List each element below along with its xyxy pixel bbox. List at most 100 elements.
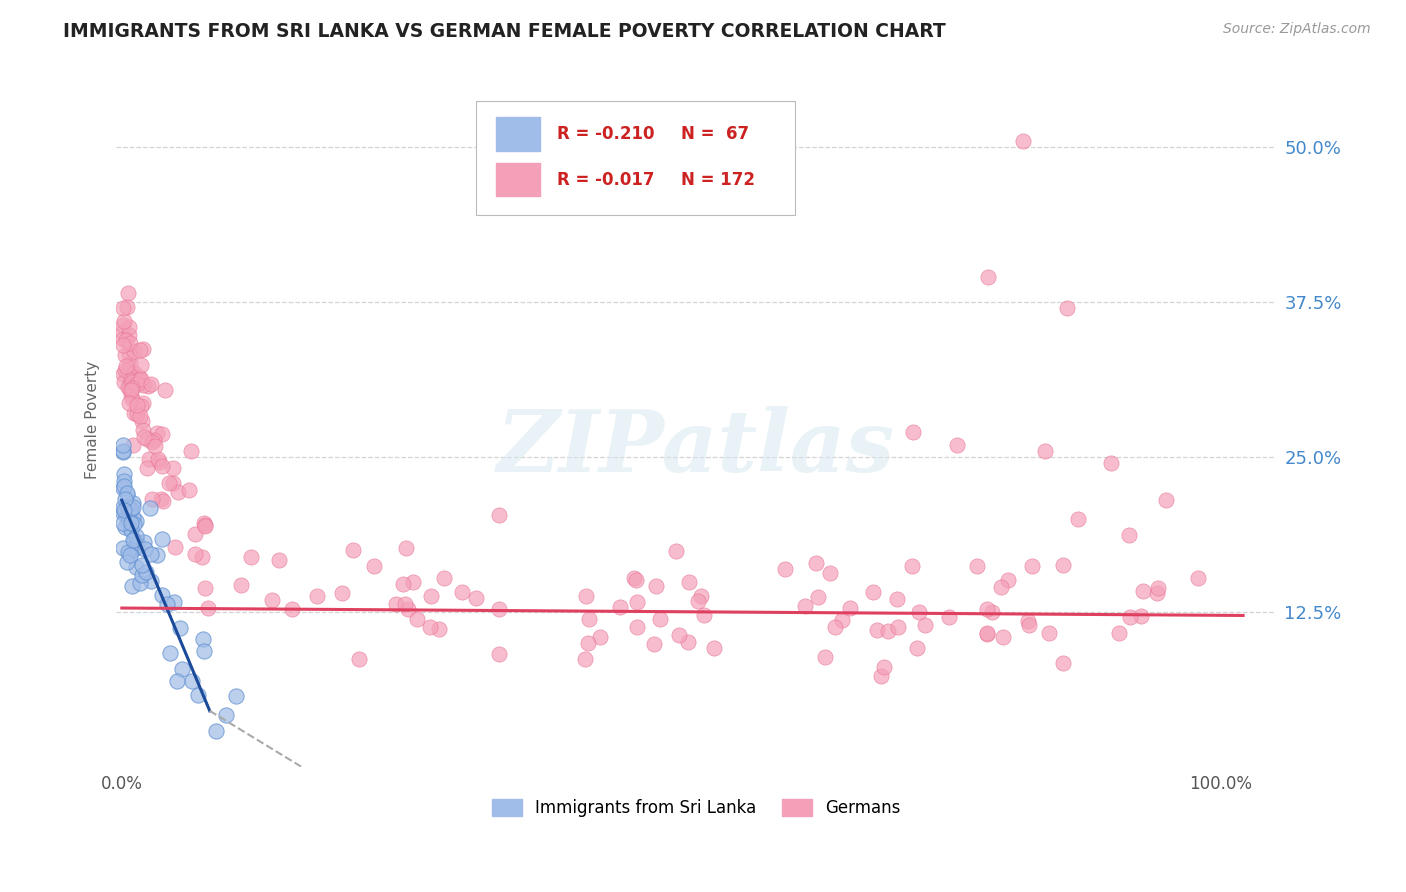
Point: [117, 545, 139, 559]
Point: [143, 433, 166, 447]
Point: [1118, 528, 1140, 542]
Text: N =  67: N = 67: [681, 125, 749, 143]
Point: [146, 425, 169, 440]
Point: [488, 647, 510, 661]
Point: [690, 589, 713, 603]
Point: [648, 612, 671, 626]
Point: [114, 492, 136, 507]
Bar: [495, 163, 540, 196]
Point: [114, 347, 136, 361]
Point: [128, 370, 150, 384]
Point: [465, 591, 488, 606]
Point: [148, 455, 170, 469]
Point: [112, 467, 135, 481]
Point: [122, 438, 145, 452]
Point: [643, 637, 665, 651]
Point: [111, 326, 134, 340]
Point: [120, 523, 142, 537]
Point: [125, 541, 148, 555]
Point: [172, 662, 194, 676]
Point: [589, 630, 612, 644]
Point: [1108, 626, 1130, 640]
Point: [419, 620, 441, 634]
Point: [1017, 615, 1039, 629]
Point: [141, 547, 163, 561]
Point: [1018, 618, 1040, 632]
Point: [194, 581, 217, 595]
Point: [125, 514, 148, 528]
Point: [1099, 456, 1122, 470]
Point: [427, 622, 450, 636]
Point: [938, 610, 960, 624]
Point: [132, 396, 155, 410]
Point: [193, 516, 215, 530]
Point: [1119, 610, 1142, 624]
Point: [609, 600, 631, 615]
Point: [997, 573, 1019, 587]
Point: [873, 660, 896, 674]
Point: [129, 343, 152, 357]
Point: [132, 377, 155, 392]
Point: [977, 270, 1000, 285]
Point: [451, 584, 474, 599]
Point: [626, 574, 648, 588]
Point: [229, 578, 252, 592]
Point: [115, 486, 138, 500]
Point: [118, 328, 141, 343]
Point: [112, 332, 135, 346]
Point: [111, 481, 134, 495]
Point: [112, 445, 135, 459]
Point: [125, 398, 148, 412]
Point: [157, 475, 180, 490]
Point: [129, 358, 152, 372]
Point: [866, 623, 889, 637]
Point: [901, 559, 924, 574]
Point: [1146, 585, 1168, 599]
Point: [1132, 584, 1154, 599]
Point: [111, 367, 134, 381]
Point: [121, 579, 143, 593]
Point: [117, 380, 139, 394]
Point: [990, 580, 1012, 594]
Point: [124, 366, 146, 380]
Point: [111, 541, 134, 555]
Point: [162, 461, 184, 475]
Point: [392, 577, 415, 591]
Y-axis label: Female Poverty: Female Poverty: [86, 360, 100, 479]
Point: [112, 506, 135, 520]
Point: [111, 338, 134, 352]
Point: [818, 566, 841, 580]
Point: [676, 635, 699, 649]
Point: [111, 318, 134, 332]
Point: [703, 641, 725, 656]
Point: [117, 286, 139, 301]
Point: [342, 542, 364, 557]
Point: [347, 652, 370, 666]
Point: [135, 433, 157, 447]
Point: [976, 626, 998, 640]
Point: [575, 589, 598, 603]
Point: [1187, 571, 1209, 585]
Point: [138, 452, 160, 467]
Point: [149, 491, 172, 506]
Point: [120, 388, 142, 402]
Point: [574, 652, 596, 666]
Point: [177, 483, 200, 498]
Point: [903, 425, 925, 439]
Point: [150, 588, 173, 602]
Point: [169, 621, 191, 635]
Point: [1147, 581, 1170, 595]
Point: [131, 414, 153, 428]
Point: [118, 320, 141, 334]
Point: [115, 333, 138, 347]
Point: [163, 541, 186, 555]
Point: [432, 571, 454, 585]
Point: [125, 377, 148, 392]
Point: [120, 516, 142, 530]
Text: IMMIGRANTS FROM SRI LANKA VS GERMAN FEMALE POVERTY CORRELATION CHART: IMMIGRANTS FROM SRI LANKA VS GERMAN FEMA…: [63, 22, 946, 41]
Point: [150, 458, 173, 473]
Point: [194, 518, 217, 533]
Point: [120, 502, 142, 516]
Point: [111, 437, 134, 451]
Point: [117, 364, 139, 378]
